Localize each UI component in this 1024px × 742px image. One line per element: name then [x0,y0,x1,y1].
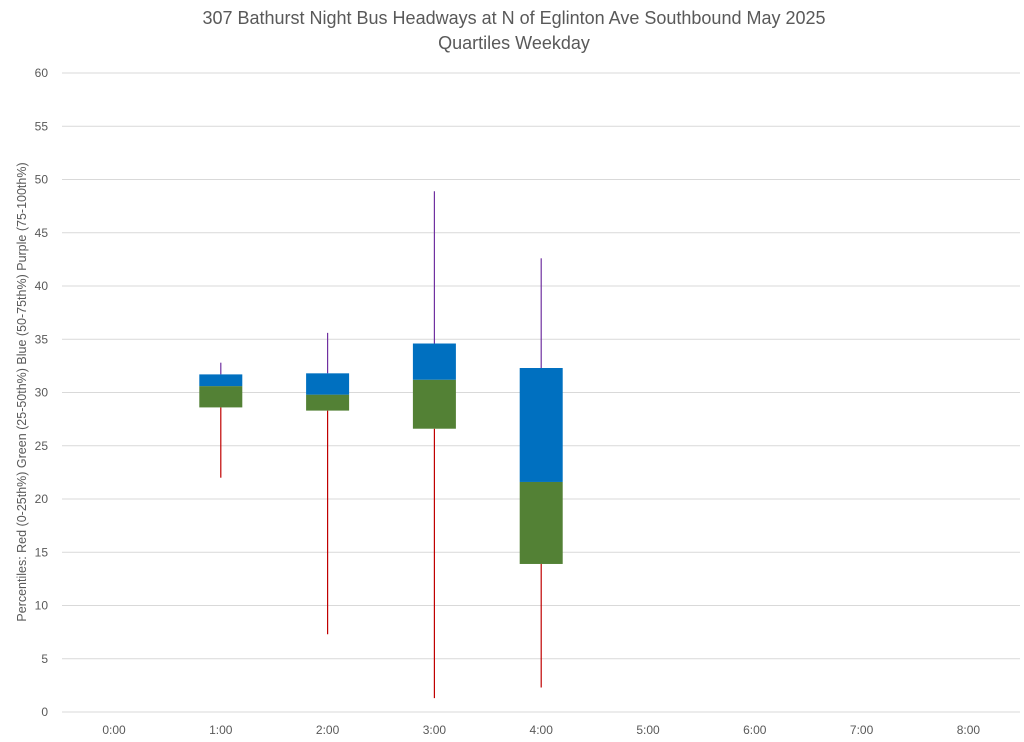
y-tick-label: 0 [41,705,48,719]
y-tick-label: 30 [35,386,49,400]
y-tick-label: 35 [35,332,49,346]
x-tick-label: 0:00 [102,723,126,737]
x-tick-label: 7:00 [850,723,874,737]
x-tick-label: 4:00 [530,723,554,737]
x-tick-label: 6:00 [743,723,767,737]
x-tick-label: 8:00 [957,723,981,737]
upper-box [306,373,350,395]
y-tick-label: 45 [35,226,49,240]
y-axis-label: Percentiles: Red (0-25th%) Green (25-50t… [15,162,29,621]
y-tick-label: 50 [35,173,49,187]
y-tick-label: 20 [35,492,49,506]
lower-box [412,379,456,429]
box-group [306,332,350,635]
y-axis-ticks: 0 5 10 15 20 25 30 35 40 45 50 55 60 [35,66,49,719]
upper-box [199,374,243,387]
y-tick-label: 40 [35,279,49,293]
box-group [412,191,456,699]
x-tick-label: 2:00 [316,723,340,737]
x-tick-label: 1:00 [209,723,233,737]
y-tick-label: 25 [35,439,49,453]
y-tick-label: 5 [41,652,48,666]
x-tick-label: 5:00 [636,723,660,737]
x-axis-ticks: 0:00 1:00 2:00 3:00 4:00 5:00 6:00 7:00 8:00 [102,723,980,737]
lower-box [519,481,563,564]
chart-title: 307 Bathurst Night Bus Headways at N of … [202,8,825,28]
box-group [199,362,243,478]
upper-box [519,368,563,482]
x-tick-label: 3:00 [423,723,447,737]
box-group [519,258,563,688]
plot-area [199,191,563,699]
lower-box [199,386,243,408]
y-tick-label: 55 [35,119,49,133]
chart-subtitle: Quartiles Weekday [438,33,590,53]
y-tick-label: 15 [35,545,49,559]
upper-box [412,343,456,380]
y-tick-label: 60 [35,66,49,80]
lower-box [306,394,350,411]
y-tick-label: 10 [35,599,49,613]
